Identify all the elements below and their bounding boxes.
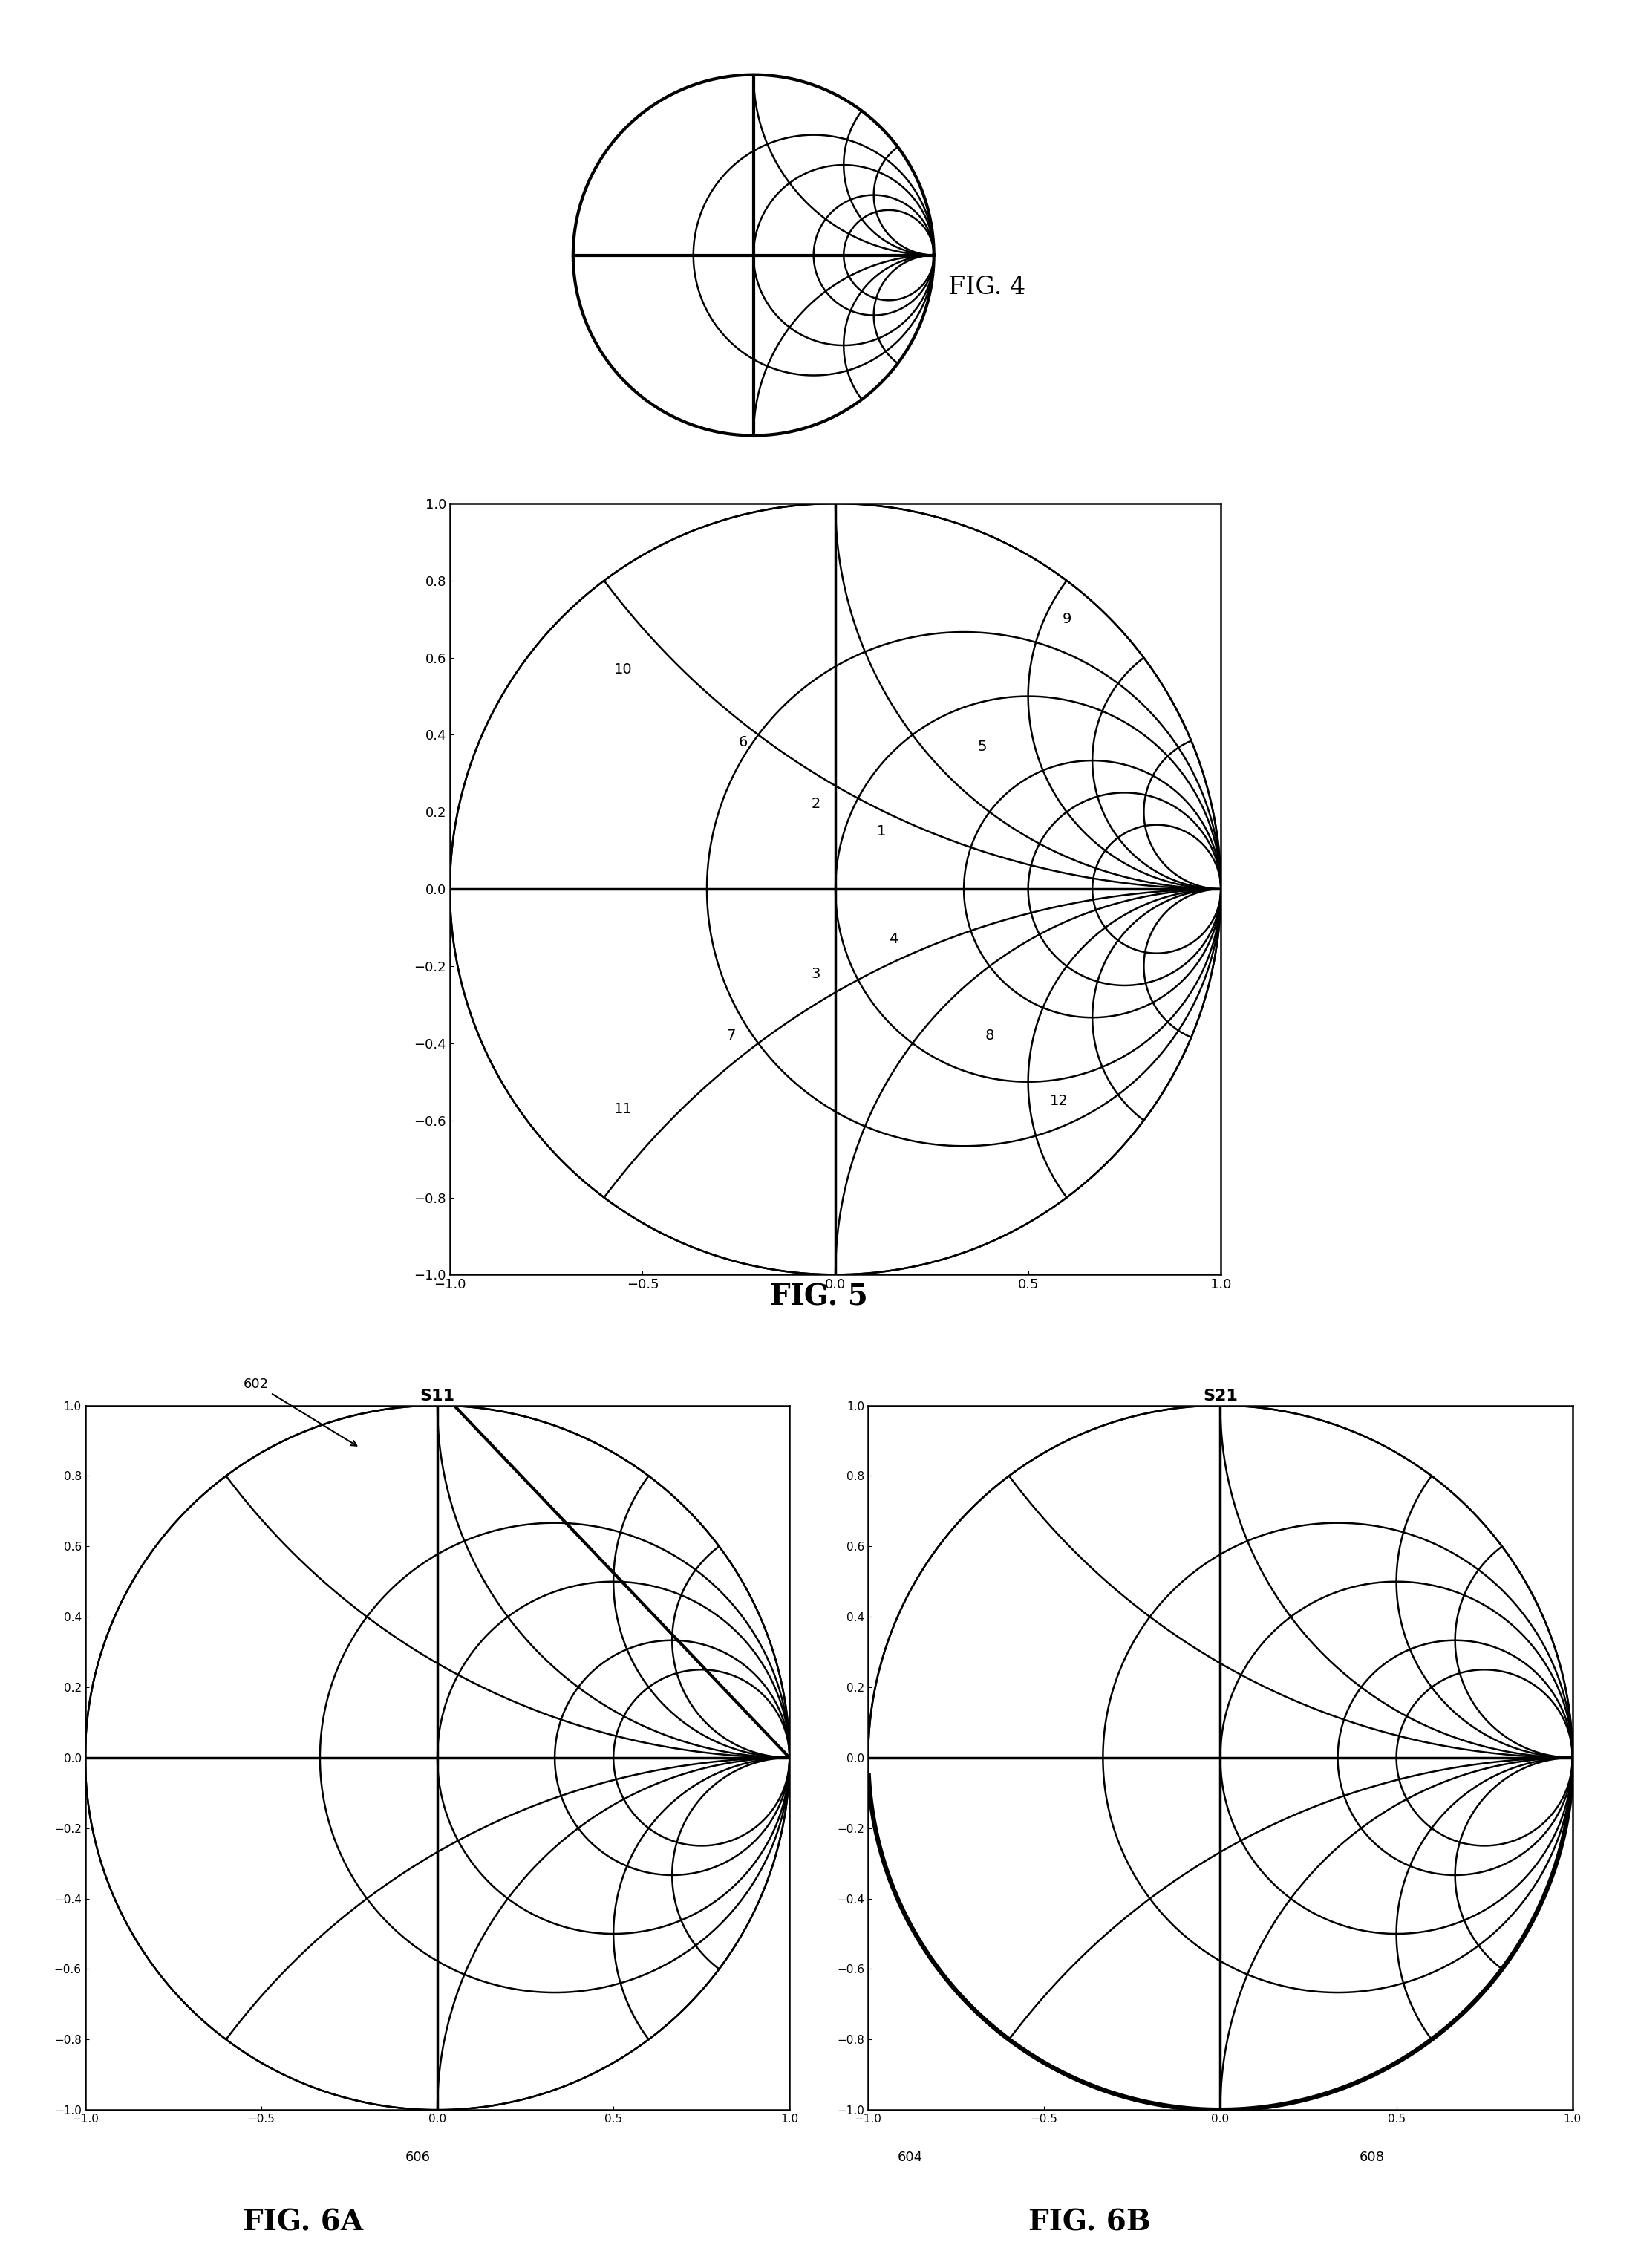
- Text: 602: 602: [244, 1377, 357, 1445]
- Text: 608: 608: [1360, 2150, 1384, 2164]
- Text: 10: 10: [614, 662, 632, 676]
- Text: 1: 1: [876, 823, 886, 839]
- Text: 7: 7: [727, 1027, 735, 1043]
- Title: S11: S11: [419, 1388, 455, 1404]
- Text: 604: 604: [898, 2150, 922, 2164]
- Text: FIG. 6A: FIG. 6A: [242, 2209, 364, 2236]
- Title: S21: S21: [1202, 1388, 1238, 1404]
- Text: 606: 606: [405, 2150, 431, 2164]
- Text: 12: 12: [1050, 1093, 1068, 1109]
- Text: FIG. 6B: FIG. 6B: [1029, 2209, 1150, 2236]
- Text: 6: 6: [739, 735, 747, 751]
- Text: 8: 8: [984, 1027, 994, 1043]
- Text: 9: 9: [1061, 612, 1071, 626]
- Text: 11: 11: [614, 1102, 632, 1116]
- Text: FIG. 5: FIG. 5: [770, 1284, 868, 1311]
- Text: 5: 5: [978, 739, 986, 753]
- Text: 4: 4: [888, 932, 898, 946]
- Text: 2: 2: [811, 796, 821, 812]
- Text: 3: 3: [811, 966, 821, 982]
- Text: FIG. 4: FIG. 4: [948, 277, 1025, 299]
